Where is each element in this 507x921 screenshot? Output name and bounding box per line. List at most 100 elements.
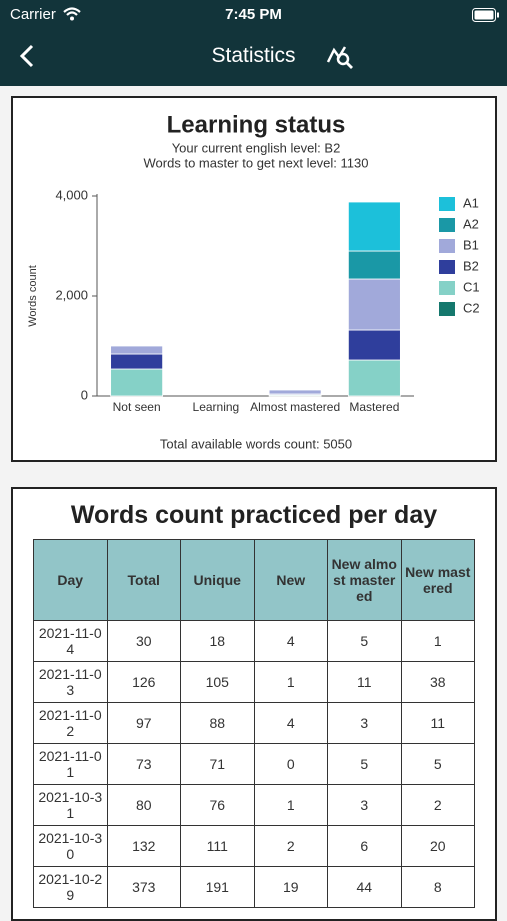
table-cell: 2021-11-03 xyxy=(33,661,108,703)
table-cell: 2021-10-31 xyxy=(33,784,108,826)
table-cell: 76 xyxy=(180,784,255,826)
legend-swatch xyxy=(439,302,455,316)
table-row: 2021-10-31 80 76 1 3 2 xyxy=(33,784,475,826)
legend-label: C2 xyxy=(463,300,480,315)
table-cell: 30 xyxy=(106,620,181,662)
bar-segment xyxy=(347,278,401,331)
stats-icon xyxy=(326,46,353,69)
legend-label: B2 xyxy=(463,258,479,273)
table-cell: 11 xyxy=(327,661,402,703)
back-button[interactable] xyxy=(18,44,38,68)
wifi-icon xyxy=(63,7,81,21)
table-cell: 4 xyxy=(253,702,328,744)
y-tick-label: 2,000 xyxy=(55,287,88,302)
table-cell: 11 xyxy=(400,702,475,744)
chart-subtitle: Words to master to get next level: 1130 xyxy=(144,155,369,170)
table-cell: 2021-11-01 xyxy=(33,743,108,785)
table-cell: 126 xyxy=(106,661,181,703)
legend-swatch xyxy=(439,197,455,211)
table-cell: 2021-11-02 xyxy=(33,702,108,744)
table-cell: 5 xyxy=(400,743,475,785)
table-cell: 2 xyxy=(400,784,475,826)
x-tick-label: Learning xyxy=(193,400,240,414)
bar-segment xyxy=(347,250,401,280)
y-tick-label: 4,000 xyxy=(55,187,88,202)
table-cell: 44 xyxy=(327,866,402,908)
table-cell: 6 xyxy=(327,825,402,867)
column-header: Day xyxy=(33,539,108,621)
chart-footer: Total available words count: 5050 xyxy=(160,436,352,451)
carrier: Carrier xyxy=(10,6,56,23)
chart-subtitle: Your current english level: B2 xyxy=(172,140,341,155)
table-cell: 2021-10-30 xyxy=(33,825,108,867)
chart-card: Learning status Your current english lev… xyxy=(11,96,497,462)
table-row: 2021-11-02 97 88 4 3 11 xyxy=(33,702,475,744)
table-cell: 20 xyxy=(400,825,475,867)
column-header: New xyxy=(253,539,328,621)
table-cell: 2 xyxy=(253,825,328,867)
table-title: Words count practiced per day xyxy=(70,501,438,529)
legend-swatch xyxy=(439,260,455,274)
table-cell: 18 xyxy=(180,620,255,662)
table-cell: 97 xyxy=(106,702,181,744)
table-cell: 373 xyxy=(106,866,181,908)
y-axis-label: Words count xyxy=(27,265,39,327)
bar-segment xyxy=(110,353,164,370)
x-tick-label: Almost mastered xyxy=(250,400,340,414)
legend-label: C1 xyxy=(463,279,480,294)
table-cell: 1 xyxy=(400,620,475,662)
bar-segment xyxy=(347,329,401,361)
table-row: 2021-10-30 132 111 2 6 20 xyxy=(33,825,475,867)
column-header: Total xyxy=(106,539,181,621)
table-row: 2021-10-29 373 191 19 44 8 xyxy=(33,866,475,908)
bar-segment xyxy=(268,389,322,395)
table-cell: 80 xyxy=(106,784,181,826)
legend-swatch xyxy=(439,218,455,232)
table-row: 2021-11-04 30 18 4 5 1 xyxy=(33,620,475,662)
chart-title: Learning status xyxy=(167,111,346,138)
table-cell: 5 xyxy=(327,620,402,662)
table-cell: 38 xyxy=(400,661,475,703)
table-cell: 2021-11-04 xyxy=(33,620,108,662)
legend-label: B1 xyxy=(463,237,479,252)
table-cell: 0 xyxy=(253,743,328,785)
clock: 7:45 PM xyxy=(225,6,282,23)
table-cell: 111 xyxy=(180,825,255,867)
legend-swatch xyxy=(439,239,455,253)
table-card: Words count practiced per day Day Total Un… xyxy=(11,487,497,921)
column-header: New mastered xyxy=(400,539,475,621)
legend-label: A2 xyxy=(463,216,479,231)
column-header: New almost mastered xyxy=(327,539,402,621)
table-row: 2021-11-03 126 105 1 11 38 xyxy=(33,661,475,703)
table-cell: 73 xyxy=(106,743,181,785)
legend-swatch xyxy=(439,281,455,295)
stats-table: Day Total Unique New New almost mastered New … xyxy=(33,539,475,908)
nav-title: Statistics xyxy=(211,44,296,67)
table-cell: 191 xyxy=(180,866,255,908)
table-cell: 8 xyxy=(400,866,475,908)
table-cell: 4 xyxy=(253,620,328,662)
x-tick-label: Not seen xyxy=(113,400,161,414)
table-cell: 71 xyxy=(180,743,255,785)
table-cell: 3 xyxy=(327,784,402,826)
bar-segment xyxy=(347,359,401,397)
table-cell: 2021-10-29 xyxy=(33,866,108,908)
table-cell: 88 xyxy=(180,702,255,744)
table-cell: 19 xyxy=(253,866,328,908)
x-tick-label: Mastered xyxy=(349,400,399,414)
battery-icon xyxy=(472,8,499,22)
table-cell: 5 xyxy=(327,743,402,785)
table-row: 2021-11-01 73 71 0 5 5 xyxy=(33,743,475,785)
bar-segment xyxy=(110,345,164,355)
table-cell: 1 xyxy=(253,784,328,826)
bar-segment xyxy=(110,368,164,397)
table-cell: 105 xyxy=(180,661,255,703)
chart: Learning status Your current english lev… xyxy=(27,111,480,451)
y-tick-label: 0 xyxy=(81,387,88,402)
bar-segment xyxy=(347,201,401,252)
legend-label: A1 xyxy=(463,195,479,210)
table-cell: 132 xyxy=(106,825,181,867)
header-row: Day Total Unique New New almost mastered New … xyxy=(33,539,475,621)
table-cell: 1 xyxy=(253,661,328,703)
